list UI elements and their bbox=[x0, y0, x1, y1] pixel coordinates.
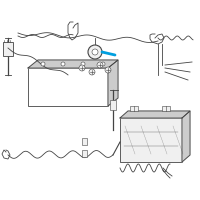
Polygon shape bbox=[108, 60, 118, 106]
Circle shape bbox=[97, 62, 103, 68]
Circle shape bbox=[101, 62, 105, 66]
Circle shape bbox=[89, 69, 95, 75]
Bar bbox=[28, 68, 108, 106]
Bar bbox=[130, 106, 138, 111]
Circle shape bbox=[79, 65, 85, 71]
Polygon shape bbox=[120, 111, 190, 118]
Circle shape bbox=[41, 62, 45, 66]
Bar bbox=[82, 150, 87, 157]
Polygon shape bbox=[182, 111, 190, 162]
Bar bbox=[3, 42, 13, 56]
Circle shape bbox=[81, 62, 85, 66]
Bar bbox=[120, 118, 182, 162]
Bar bbox=[82, 138, 87, 145]
Circle shape bbox=[105, 67, 111, 73]
Circle shape bbox=[61, 62, 65, 66]
Bar bbox=[110, 100, 116, 110]
Circle shape bbox=[88, 45, 102, 59]
Circle shape bbox=[92, 49, 98, 55]
Polygon shape bbox=[28, 60, 118, 68]
Bar bbox=[162, 106, 170, 111]
